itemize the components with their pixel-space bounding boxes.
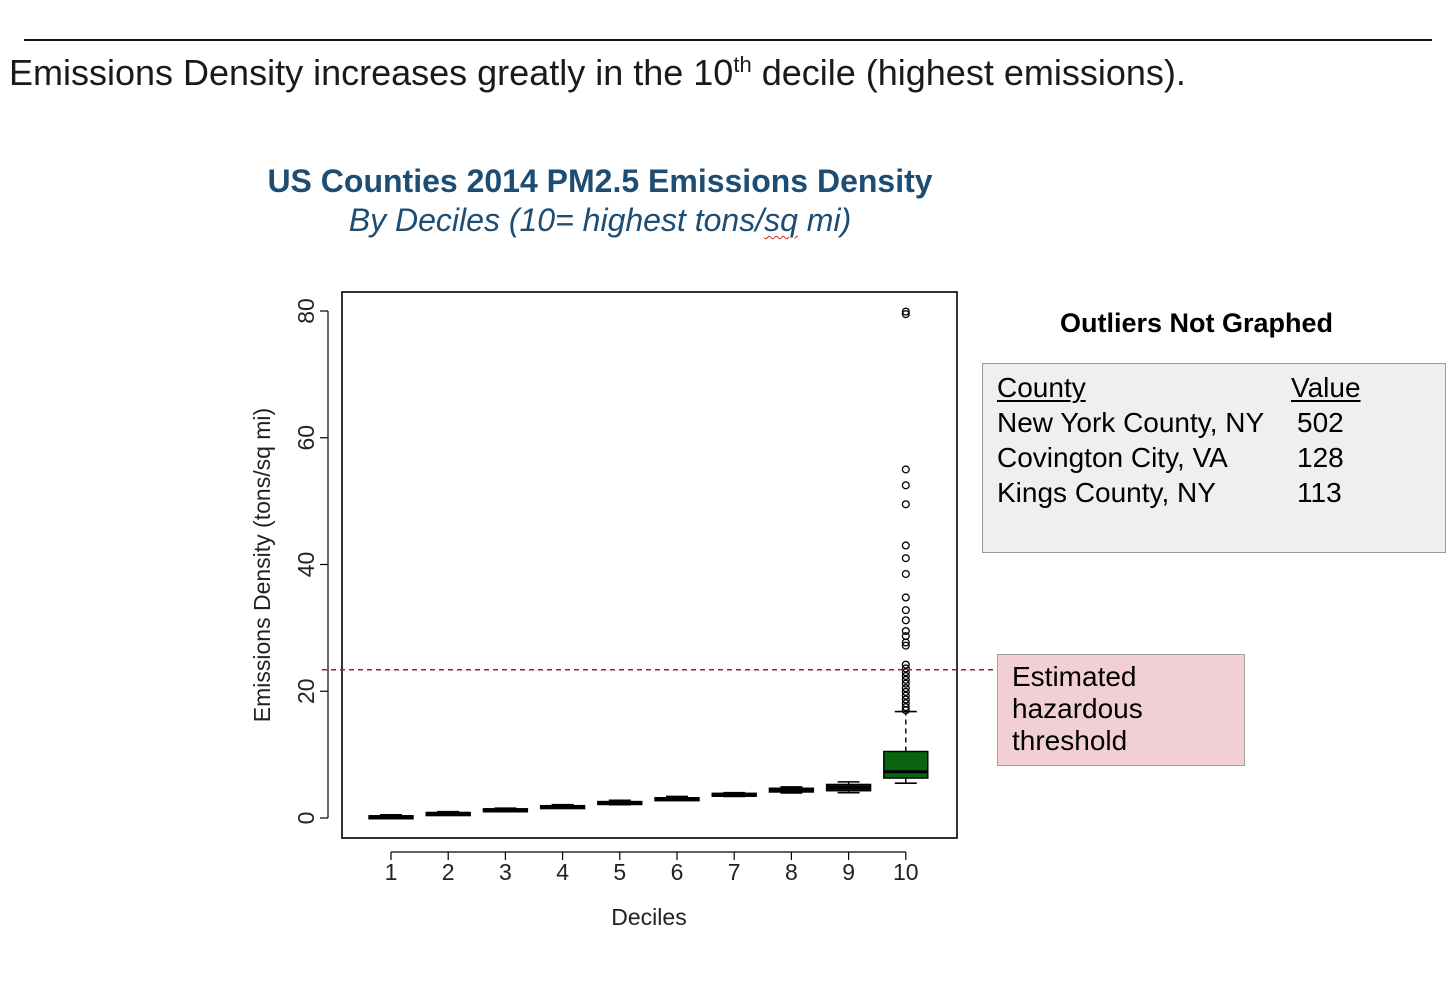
x-tick-label-1: 1 bbox=[385, 859, 398, 885]
outlier-point-25 bbox=[901, 695, 910, 704]
x-tick-label-4: 4 bbox=[556, 859, 569, 885]
outlier-point-23 bbox=[901, 687, 910, 696]
outlier-value-1: 502 bbox=[1297, 407, 1344, 438]
outlier-value-2: 128 bbox=[1297, 442, 1344, 473]
x-axis-label: Deciles bbox=[611, 904, 686, 930]
outlier-point-21 bbox=[901, 679, 910, 688]
outlier-point-24 bbox=[901, 691, 910, 700]
outlier-point-6 bbox=[901, 541, 910, 550]
x-tick-label-10: 10 bbox=[893, 859, 919, 885]
headline-text-before: Emissions Density increases greatly in t… bbox=[9, 52, 734, 93]
outlier-point-17 bbox=[901, 664, 910, 673]
outliers-heading: Outliers Not Graphed bbox=[1060, 308, 1334, 338]
y-tick-label-0: 0 bbox=[293, 812, 319, 825]
threshold-callout: Estimated hazardous threshold bbox=[997, 654, 1245, 766]
outlier-point-20 bbox=[901, 675, 910, 684]
chart-subtitle: By Deciles (10= highest tons/sq mi) bbox=[0, 202, 1200, 239]
outlier-point-7 bbox=[901, 554, 910, 563]
y-tick-label-20: 20 bbox=[293, 678, 319, 704]
outliers-header-county: County bbox=[997, 372, 1086, 403]
outlier-point-5 bbox=[901, 500, 910, 509]
x-tick-label-6: 6 bbox=[671, 859, 684, 885]
outlier-point-3 bbox=[901, 465, 910, 474]
outlier-point-10 bbox=[901, 606, 910, 615]
y-tick-label-40: 40 bbox=[293, 552, 319, 578]
outlier-point-8 bbox=[901, 569, 910, 579]
outlier-point-12 bbox=[901, 626, 910, 636]
outlier-value-3: 113 bbox=[1297, 477, 1342, 508]
x-tick-label-2: 2 bbox=[442, 859, 455, 885]
outlier-point-1 bbox=[901, 310, 910, 319]
threshold-label-line3: threshold bbox=[1012, 725, 1128, 756]
chart-title: US Counties 2014 PM2.5 Emissions Density bbox=[267, 163, 933, 199]
subtitle-spellcheck-word: sq bbox=[764, 202, 798, 238]
subtitle-prefix: By Deciles (10= highest tons/ bbox=[348, 202, 765, 238]
outlier-point-22 bbox=[901, 684, 910, 693]
y-axis-label: Emissions Density (tons/sq mi) bbox=[249, 408, 275, 722]
outlier-point-15 bbox=[901, 641, 910, 650]
y-tick-label-60: 60 bbox=[293, 425, 319, 451]
outlier-point-2 bbox=[901, 307, 910, 316]
slide-headline: Emissions Density increases greatly in t… bbox=[9, 52, 1186, 94]
box-decile-10 bbox=[883, 750, 929, 779]
threshold-label-line2: hazardous bbox=[1012, 693, 1143, 724]
outlier-point-27 bbox=[901, 703, 910, 712]
subtitle-suffix: mi) bbox=[797, 202, 852, 238]
outliers-table: County Value New York County, NY 502 Cov… bbox=[982, 363, 1446, 553]
outlier-point-11 bbox=[901, 616, 910, 625]
outlier-point-18 bbox=[901, 668, 910, 677]
x-tick-label-7: 7 bbox=[728, 859, 741, 885]
outlier-point-4 bbox=[901, 481, 910, 490]
x-tick-label-8: 8 bbox=[785, 859, 798, 885]
outliers-header-value: Value bbox=[1291, 372, 1361, 403]
headline-superscript: th bbox=[733, 52, 752, 77]
outlier-county-1: New York County, NY bbox=[997, 407, 1265, 438]
threshold-label-line1: Estimated bbox=[1012, 661, 1137, 692]
outlier-point-14 bbox=[901, 638, 910, 647]
outlier-county-3: Kings County, NY bbox=[997, 477, 1216, 508]
headline-text-after: decile (highest emissions). bbox=[751, 52, 1186, 93]
outlier-point-28 bbox=[901, 706, 910, 715]
outlier-point-16 bbox=[901, 660, 910, 669]
outlier-point-9 bbox=[901, 593, 910, 602]
y-tick-label-80: 80 bbox=[293, 298, 319, 324]
outlier-point-19 bbox=[901, 671, 910, 681]
plot-frame bbox=[341, 291, 958, 839]
top-rule bbox=[24, 39, 1432, 41]
outlier-county-2: Covington City, VA bbox=[997, 442, 1228, 473]
x-tick-label-3: 3 bbox=[499, 859, 512, 885]
x-tick-label-5: 5 bbox=[613, 859, 626, 885]
x-tick-label-9: 9 bbox=[842, 859, 855, 885]
